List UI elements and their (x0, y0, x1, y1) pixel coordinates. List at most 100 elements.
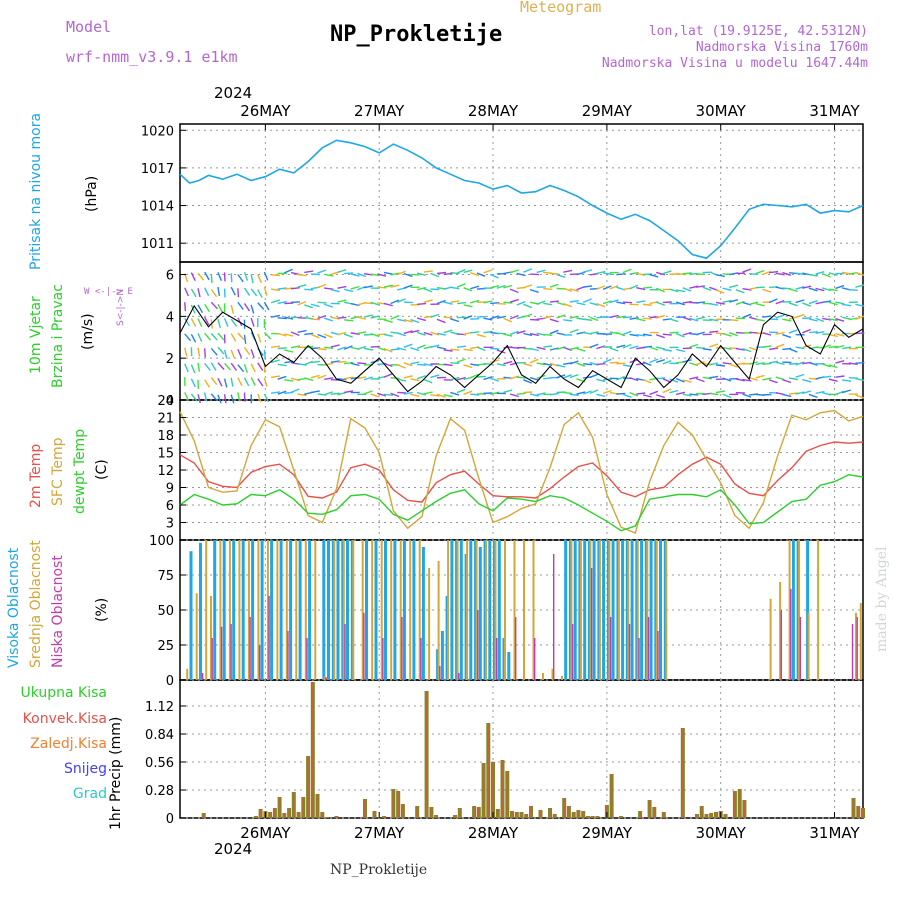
wind-arrow (523, 268, 533, 273)
wind-arrow (695, 285, 706, 288)
wind-arrow (649, 358, 659, 364)
precip-conv-bar (392, 789, 395, 818)
wind-arrow (815, 271, 825, 275)
wind-arrow (722, 287, 732, 291)
wind-arrow (543, 315, 553, 320)
wind-arrow (363, 390, 373, 395)
wind-arrow (217, 362, 225, 370)
wind-arrow (483, 269, 493, 274)
wind-arrow (556, 314, 566, 319)
wind-arrow (436, 346, 447, 350)
wind-arrow (642, 286, 652, 289)
wind-arrow (682, 379, 692, 383)
wind-arrow (762, 315, 772, 318)
wind-arrow (197, 362, 201, 372)
wind-arrow (277, 363, 287, 367)
cloud-mid-bar (579, 540, 582, 680)
wind-arrow (735, 347, 745, 351)
wind-arrow (223, 394, 227, 404)
precip-conv-bar (307, 756, 310, 818)
wind-arrow (642, 345, 652, 349)
wind-arrow (835, 375, 845, 378)
wind-arrow (284, 268, 293, 274)
legend-frz-rain: Zaledj.Kisa (30, 736, 107, 752)
cloud-low-bar (515, 617, 517, 680)
precip-conv-bar (302, 797, 305, 818)
wind-arrow (217, 318, 221, 328)
wind-arrow (330, 392, 340, 395)
wind-arrow (476, 272, 486, 277)
wind-arrow (284, 379, 294, 382)
wind-arrow (344, 272, 354, 275)
wind-arrow (655, 359, 666, 363)
wind-arrow (543, 302, 553, 306)
wind-arrow (483, 376, 493, 381)
wind-arrow (390, 284, 400, 288)
wind-arrow (748, 301, 759, 306)
wind-arrow (808, 318, 818, 322)
wind-arrow (563, 287, 572, 292)
cloud-mid-bar (646, 540, 649, 680)
wind-arrow (363, 285, 373, 289)
wind-arrow (383, 373, 393, 378)
wind-arrow (363, 376, 373, 381)
wind-arrow (470, 393, 480, 396)
day-label-bottom: 31MAY (809, 824, 860, 842)
wind-arrow (702, 376, 712, 380)
precip-conv-bar (492, 762, 494, 818)
precip-conv-bar (477, 807, 480, 818)
wind-arrow (602, 389, 612, 395)
wind-arrow (536, 269, 546, 274)
wind-arrow (589, 331, 599, 335)
wind-arrow (669, 318, 679, 323)
cloud-high-bar (583, 540, 587, 680)
wind-arrow (257, 393, 262, 403)
wind-arrow (416, 391, 426, 396)
ytick-label: 2 (166, 352, 174, 367)
wind-arrow (237, 364, 245, 373)
wind-arrow (835, 318, 845, 322)
day-label-bottom: 30MAY (696, 824, 747, 842)
wind-arrow (563, 319, 573, 322)
cloud-low-bar (230, 624, 232, 680)
wind-arrow (297, 273, 307, 277)
wind-arrow (682, 331, 692, 336)
wind-arrow (416, 317, 426, 322)
wind-arrow (596, 285, 606, 290)
wind-arrow (636, 392, 646, 395)
wind-arrow (237, 348, 243, 358)
cloud-low-bar (496, 638, 498, 680)
wind-arrow (456, 345, 466, 349)
cloud-low-bar (780, 610, 782, 680)
wind-arrow (636, 317, 646, 322)
cloud-mid-bar (560, 675, 563, 680)
wind-arrow (223, 317, 229, 327)
wind-arrow (423, 331, 433, 336)
cloud-mid-bar (437, 561, 440, 680)
wind-arrow (230, 394, 235, 404)
cloud-high-bar (507, 652, 511, 680)
ytick-label: 25 (157, 639, 174, 654)
wind-arrow (802, 302, 811, 307)
wind-arrow (523, 379, 533, 384)
wind-arrow (204, 379, 210, 388)
cloud-mid-bar (333, 540, 336, 680)
wind-arrow (390, 272, 400, 276)
wind-arrow (370, 301, 380, 306)
wind-arrow (197, 272, 205, 281)
wind-arrow (277, 300, 287, 305)
panel-frame (179, 679, 864, 819)
wind-arrow (463, 315, 473, 320)
wind-arrow (470, 285, 480, 290)
cloud-low-bar (534, 638, 536, 680)
wind-arrow (423, 270, 433, 273)
wind-arrow (290, 388, 300, 394)
cloud-mid-bar (409, 540, 412, 680)
wind-arrow (416, 344, 426, 350)
precip-conv-bar (501, 760, 504, 818)
wind-arrow (675, 332, 685, 338)
wind-arrow (350, 362, 360, 367)
cloud-mid-bar (390, 540, 393, 680)
wind-arrow (377, 273, 387, 277)
precip-conv-bar (482, 763, 485, 818)
